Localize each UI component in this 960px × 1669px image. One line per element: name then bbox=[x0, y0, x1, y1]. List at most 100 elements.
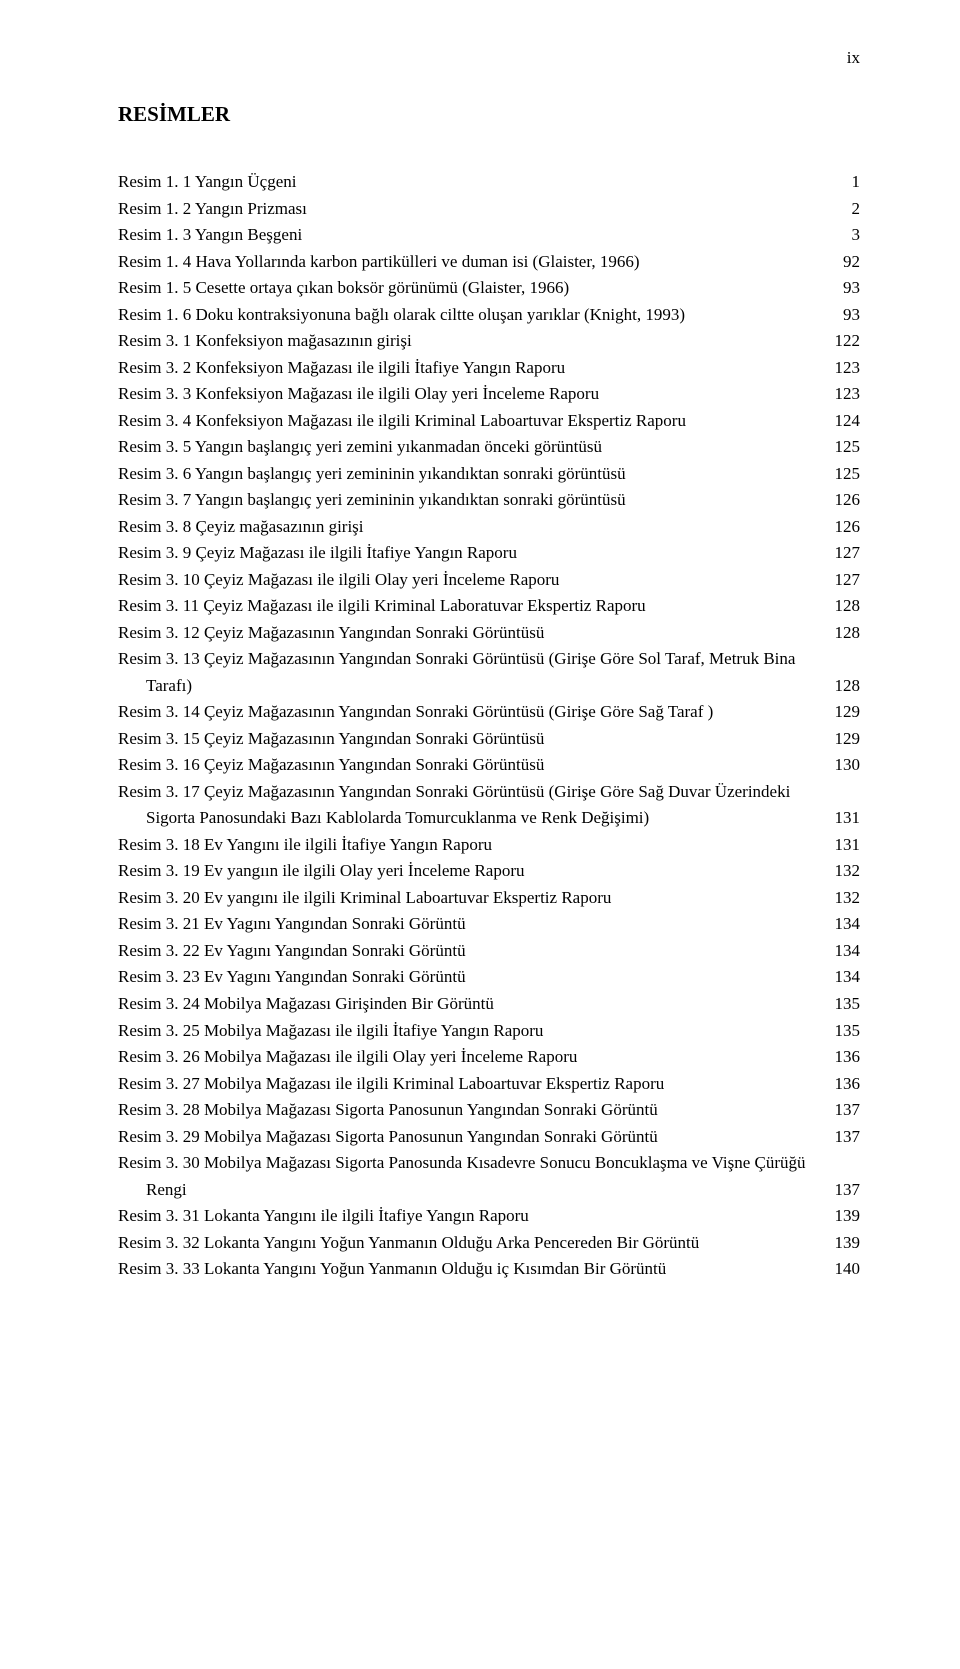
toc-entry: Resim 3. 25 Mobilya Mağazası ile ilgili … bbox=[118, 1018, 860, 1045]
toc-entry-text: Resim 3. 1 Konfeksiyon mağasazının giriş… bbox=[118, 328, 412, 355]
toc-entry-text: Resim 3. 10 Çeyiz Mağazası ile ilgili Ol… bbox=[118, 567, 559, 594]
toc-entry-page: 132 bbox=[820, 885, 860, 912]
toc-entry-page: 134 bbox=[820, 938, 860, 965]
toc-entry-line2: Sigorta Panosundaki Bazı Kablolarda Tomu… bbox=[118, 805, 860, 832]
document-page: ix RESİMLER Resim 1. 1 Yangın Üçgeni1Res… bbox=[0, 0, 960, 1669]
toc-entry-page: 122 bbox=[820, 328, 860, 355]
toc-entry: Resim 3. 19 Ev yangıın ile ilgili Olay y… bbox=[118, 858, 860, 885]
toc-entry: Resim 3. 32 Lokanta Yangını Yoğun Yanman… bbox=[118, 1230, 860, 1257]
toc-entry-text: Resim 3. 32 Lokanta Yangını Yoğun Yanman… bbox=[118, 1230, 699, 1257]
toc-entry-text: Resim 3. 31 Lokanta Yangını ile ilgili İ… bbox=[118, 1203, 529, 1230]
toc-entry-page: 131 bbox=[820, 805, 860, 832]
toc-entry: Resim 3. 8 Çeyiz mağasazının girişi126 bbox=[118, 514, 860, 541]
toc-entry: Resim 3. 5 Yangın başlangıç yeri zemini … bbox=[118, 434, 860, 461]
toc-entry-text: Resim 3. 17 Çeyiz Mağazasının Yangından … bbox=[118, 779, 860, 806]
toc-entry-page: 137 bbox=[820, 1177, 860, 1204]
toc-entry: Resim 3. 21 Ev Yagını Yangından Sonraki … bbox=[118, 911, 860, 938]
toc-entry-page: 137 bbox=[820, 1124, 860, 1151]
toc-entry-page: 132 bbox=[820, 858, 860, 885]
toc-entry-page: 126 bbox=[820, 514, 860, 541]
toc-entry-text: Resim 3. 28 Mobilya Mağazası Sigorta Pan… bbox=[118, 1097, 658, 1124]
toc-entry: Resim 3. 14 Çeyiz Mağazasının Yangından … bbox=[118, 699, 860, 726]
toc-entry-text: Resim 1. 5 Cesette ortaya çıkan boksör g… bbox=[118, 275, 569, 302]
toc-entry: Resim 3. 33 Lokanta Yangını Yoğun Yanman… bbox=[118, 1256, 860, 1283]
toc-entry-page: 139 bbox=[820, 1230, 860, 1257]
toc-entry-page: 131 bbox=[820, 832, 860, 859]
toc-entry-text: Resim 1. 2 Yangın Prizması bbox=[118, 196, 307, 223]
toc-entry-page: 134 bbox=[820, 911, 860, 938]
toc-entry: Resim 1. 6 Doku kontraksiyonuna bağlı ol… bbox=[118, 302, 860, 329]
toc-entry-text: Resim 3. 4 Konfeksiyon Mağazası ile ilgi… bbox=[118, 408, 686, 435]
toc-entry-text: Resim 3. 27 Mobilya Mağazası ile ilgili … bbox=[118, 1071, 664, 1098]
toc-entry-multiline: Resim 3. 13 Çeyiz Mağazasının Yangından … bbox=[118, 646, 860, 699]
toc-entry-text: Resim 3. 29 Mobilya Mağazası Sigorta Pan… bbox=[118, 1124, 658, 1151]
toc-entry-text: Resim 3. 15 Çeyiz Mağazasının Yangından … bbox=[118, 726, 544, 753]
toc-entry: Resim 3. 29 Mobilya Mağazası Sigorta Pan… bbox=[118, 1124, 860, 1151]
toc-entry: Resim 3. 16 Çeyiz Mağazasının Yangından … bbox=[118, 752, 860, 779]
toc-entry: Resim 1. 5 Cesette ortaya çıkan boksör g… bbox=[118, 275, 860, 302]
toc-entry-page: 128 bbox=[820, 593, 860, 620]
toc-entry-page: 123 bbox=[820, 355, 860, 382]
toc-entry-page: 126 bbox=[820, 487, 860, 514]
toc-entry-text: Resim 1. 6 Doku kontraksiyonuna bağlı ol… bbox=[118, 302, 685, 329]
toc-entry-page: 2 bbox=[820, 196, 860, 223]
toc-entry-page: 129 bbox=[820, 699, 860, 726]
toc-entry-text-cont: Tarafı) bbox=[118, 673, 192, 700]
toc-entry-page: 124 bbox=[820, 408, 860, 435]
toc-entry-text: Resim 3. 23 Ev Yagını Yangından Sonraki … bbox=[118, 964, 466, 991]
toc-entry: Resim 3. 26 Mobilya Mağazası ile ilgili … bbox=[118, 1044, 860, 1071]
toc-entry-page: 128 bbox=[820, 673, 860, 700]
toc-entry: Resim 3. 23 Ev Yagını Yangından Sonraki … bbox=[118, 964, 860, 991]
toc-entry-text: Resim 3. 33 Lokanta Yangını Yoğun Yanman… bbox=[118, 1256, 666, 1283]
figure-list: Resim 1. 1 Yangın Üçgeni1Resim 1. 2 Yang… bbox=[118, 169, 860, 1283]
toc-entry-text: Resim 3. 22 Ev Yagını Yangından Sonraki … bbox=[118, 938, 466, 965]
toc-entry-text: Resim 3. 5 Yangın başlangıç yeri zemini … bbox=[118, 434, 602, 461]
toc-entry-text: Resim 3. 7 Yangın başlangıç yeri zeminin… bbox=[118, 487, 626, 514]
toc-entry: Resim 3. 11 Çeyiz Mağazası ile ilgili Kr… bbox=[118, 593, 860, 620]
toc-entry-page: 129 bbox=[820, 726, 860, 753]
toc-entry: Resim 3. 12 Çeyiz Mağazasının Yangından … bbox=[118, 620, 860, 647]
toc-entry: Resim 3. 27 Mobilya Mağazası ile ilgili … bbox=[118, 1071, 860, 1098]
toc-entry-page: 136 bbox=[820, 1071, 860, 1098]
toc-entry-text: Resim 3. 11 Çeyiz Mağazası ile ilgili Kr… bbox=[118, 593, 646, 620]
toc-entry-page: 127 bbox=[820, 540, 860, 567]
toc-entry-page: 125 bbox=[820, 434, 860, 461]
page-marker: ix bbox=[847, 48, 860, 68]
toc-entry: Resim 3. 4 Konfeksiyon Mağazası ile ilgi… bbox=[118, 408, 860, 435]
toc-entry-page: 93 bbox=[820, 302, 860, 329]
toc-entry-page: 127 bbox=[820, 567, 860, 594]
toc-entry-page: 130 bbox=[820, 752, 860, 779]
toc-entry-text: Resim 3. 21 Ev Yagını Yangından Sonraki … bbox=[118, 911, 466, 938]
toc-entry-page: 92 bbox=[820, 249, 860, 276]
toc-entry-page: 135 bbox=[820, 991, 860, 1018]
toc-entry-text: Resim 3. 13 Çeyiz Mağazasının Yangından … bbox=[118, 646, 860, 673]
toc-entry-page: 125 bbox=[820, 461, 860, 488]
toc-entry-page: 135 bbox=[820, 1018, 860, 1045]
toc-entry: Resim 3. 24 Mobilya Mağazası Girişinden … bbox=[118, 991, 860, 1018]
toc-entry-page: 139 bbox=[820, 1203, 860, 1230]
toc-entry: Resim 3. 9 Çeyiz Mağazası ile ilgili İta… bbox=[118, 540, 860, 567]
page-title: RESİMLER bbox=[118, 102, 860, 127]
toc-entry: Resim 3. 1 Konfeksiyon mağasazının giriş… bbox=[118, 328, 860, 355]
toc-entry: Resim 1. 3 Yangın Beşgeni3 bbox=[118, 222, 860, 249]
toc-entry-text: Resim 3. 3 Konfeksiyon Mağazası ile ilgi… bbox=[118, 381, 599, 408]
toc-entry-text: Resim 1. 3 Yangın Beşgeni bbox=[118, 222, 302, 249]
toc-entry: Resim 3. 7 Yangın başlangıç yeri zeminin… bbox=[118, 487, 860, 514]
toc-entry-page: 136 bbox=[820, 1044, 860, 1071]
toc-entry-text: Resim 3. 24 Mobilya Mağazası Girişinden … bbox=[118, 991, 494, 1018]
toc-entry: Resim 3. 3 Konfeksiyon Mağazası ile ilgi… bbox=[118, 381, 860, 408]
toc-entry-line2: Tarafı) 128 bbox=[118, 673, 860, 700]
toc-entry-text: Resim 1. 4 Hava Yollarında karbon partik… bbox=[118, 249, 640, 276]
toc-entry-page: 128 bbox=[820, 620, 860, 647]
toc-entry-page: 134 bbox=[820, 964, 860, 991]
toc-entry-text: Resim 3. 18 Ev Yangını ile ilgili İtafiy… bbox=[118, 832, 492, 859]
toc-entry-multiline: Resim 3. 17 Çeyiz Mağazasının Yangından … bbox=[118, 779, 860, 832]
toc-entry-line2: Rengi137 bbox=[118, 1177, 860, 1204]
toc-entry: Resim 1. 1 Yangın Üçgeni1 bbox=[118, 169, 860, 196]
toc-entry-text: Resim 3. 16 Çeyiz Mağazasının Yangından … bbox=[118, 752, 544, 779]
toc-entry-text: Resim 3. 12 Çeyiz Mağazasının Yangından … bbox=[118, 620, 544, 647]
toc-entry: Resim 3. 20 Ev yangını ile ilgili Krimin… bbox=[118, 885, 860, 912]
toc-entry-page: 137 bbox=[820, 1097, 860, 1124]
toc-entry: Resim 1. 2 Yangın Prizması 2 bbox=[118, 196, 860, 223]
toc-entry: Resim 3. 22 Ev Yagını Yangından Sonraki … bbox=[118, 938, 860, 965]
